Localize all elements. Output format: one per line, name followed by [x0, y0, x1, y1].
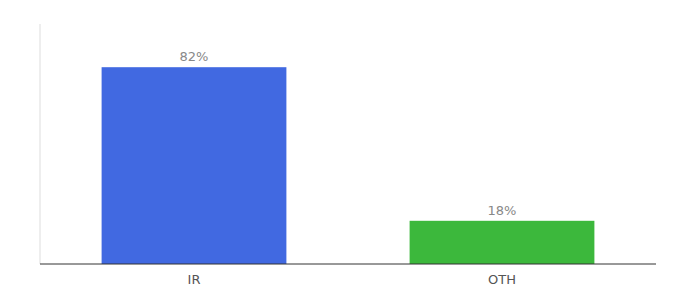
chart: 82% 18% IR OTH [0, 0, 680, 300]
x-axis-line [40, 264, 656, 265]
chart-container: 82% 18% IR OTH [0, 0, 680, 300]
bars [102, 67, 595, 264]
x-tick-label: IR [188, 272, 201, 287]
bar [410, 221, 595, 264]
data-label: 18% [488, 203, 517, 218]
x-tick-label: OTH [488, 272, 516, 287]
y-axis-line [40, 24, 41, 264]
data-label: 82% [180, 49, 209, 64]
bar [102, 67, 287, 264]
